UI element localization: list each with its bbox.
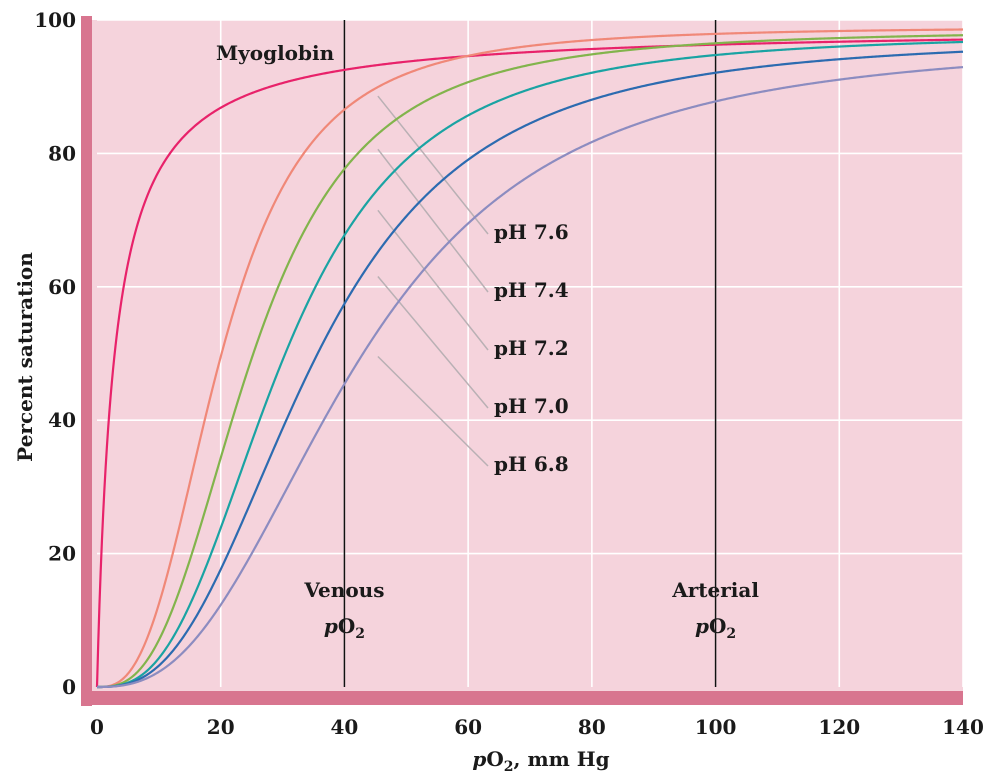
x-tick-label-140: 140 <box>942 715 984 739</box>
curve-ph-6-8 <box>97 66 964 689</box>
curve-ph-7-6 <box>97 28 964 689</box>
y-tick-label-80: 80 <box>48 141 76 165</box>
curve-label-ph-6-8: pH 6.8 <box>494 452 569 476</box>
venous-marker-label: Venous <box>303 578 384 602</box>
label-leader-lines <box>377 95 489 467</box>
x-tick-label-0: 0 <box>90 715 104 739</box>
x-tick-label-100: 100 <box>695 715 737 739</box>
leader-line-ph-7-0 <box>377 276 489 409</box>
y-axis-label: Percent saturation <box>13 252 37 462</box>
marker-lines <box>343 20 717 687</box>
x-tick-label-60: 60 <box>454 715 482 739</box>
curve-ph-7-2 <box>97 40 964 689</box>
curve-labels: Myoglobin pH 7.6 pH 7.4 pH 7.2 pH 7.0 pH 6.8 <box>216 41 569 476</box>
x-axis-label-subscript: 2 <box>504 759 514 775</box>
x-axis-label: pO2, mm Hg <box>472 747 609 775</box>
y-tick-label-100: 100 <box>34 8 76 32</box>
curve-ph-7-4 <box>97 34 964 689</box>
leader-line-ph-7-2 <box>377 209 489 351</box>
leader-line-ph-7-4 <box>377 148 489 293</box>
venous-po2-label: pO2 <box>324 614 365 642</box>
curve-ph-7-0 <box>97 50 964 689</box>
curve-label-ph-7-4: pH 7.4 <box>494 278 569 302</box>
x-axis-label-rest: , mm Hg <box>514 747 610 771</box>
bottom-axis-bar <box>81 691 963 705</box>
arterial-po2-label: pO2 <box>695 614 736 642</box>
curve-label-ph-7-0: pH 7.0 <box>494 394 569 418</box>
x-axis-label-p: p <box>472 747 486 771</box>
leader-line-ph-6-8 <box>377 355 489 467</box>
curve-label-ph-7-2: pH 7.2 <box>494 336 569 360</box>
x-axis-label-o: O <box>486 747 503 771</box>
left-axis-bar <box>81 16 92 706</box>
y-tick-label-0: 0 <box>62 675 76 699</box>
x-tick-label-40: 40 <box>331 715 359 739</box>
x-tick-label-20: 20 <box>207 715 235 739</box>
tick-labels: 0 20 40 60 80 100 120 140 0 20 40 60 80 100 <box>34 8 984 739</box>
curve-label-myoglobin: Myoglobin <box>216 41 335 65</box>
curve-myoglobin <box>95 38 964 688</box>
marker-labels: Venous pO2 Arterial pO2 <box>303 578 759 642</box>
y-tick-label-40: 40 <box>48 408 76 432</box>
x-tick-label-120: 120 <box>818 715 860 739</box>
y-tick-label-20: 20 <box>48 542 76 566</box>
saturation-curves <box>95 28 964 689</box>
plot-background <box>90 20 963 697</box>
arterial-marker-label: Arterial <box>671 578 759 602</box>
curve-label-ph-7-6: pH 7.6 <box>494 220 569 244</box>
x-tick-label-80: 80 <box>578 715 606 739</box>
y-tick-label-60: 60 <box>48 275 76 299</box>
